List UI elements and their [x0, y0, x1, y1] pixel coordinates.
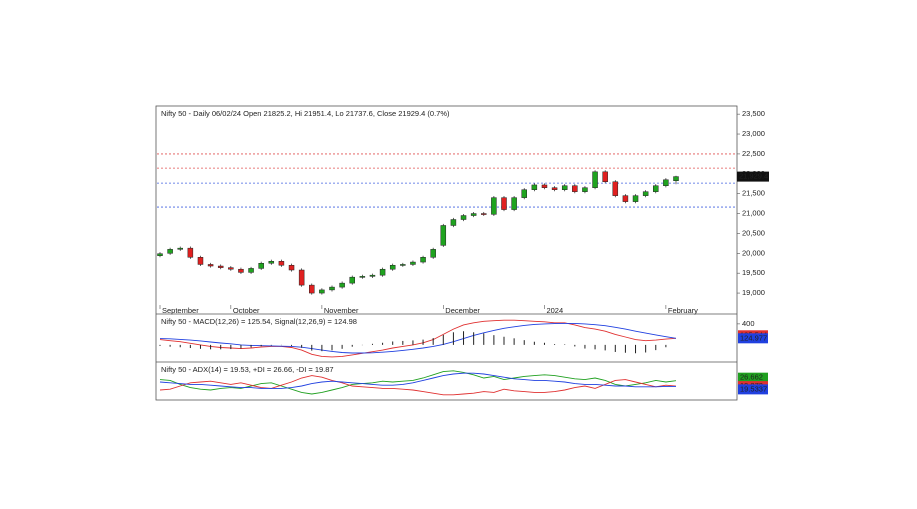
candle-body — [278, 261, 285, 266]
value-tag — [738, 384, 768, 395]
candle-body — [197, 257, 204, 265]
y-tick-label: 23,500 — [742, 109, 765, 118]
candle-body — [309, 284, 315, 294]
candle-body — [592, 171, 598, 188]
candle-body — [470, 213, 477, 216]
panel-title: Nifty 50 - ADX(14) = 19.53, +DI = 26.66,… — [161, 365, 334, 374]
candle-body — [572, 185, 578, 192]
series-line — [159, 322, 677, 354]
candle-body — [177, 247, 183, 250]
candle-body — [217, 265, 224, 268]
candle-body — [551, 187, 558, 190]
candle-body — [450, 219, 457, 226]
candle-body — [612, 181, 619, 196]
value-tag — [738, 333, 768, 344]
candle-body — [379, 268, 386, 276]
panel-title: Nifty 50 - MACD(12,26) = 125.54, Signal(… — [161, 317, 357, 326]
panel-title: Nifty 50 - Daily 06/02/24 Open 21825.2, … — [161, 109, 450, 118]
candle-body — [359, 276, 366, 278]
series-line — [159, 319, 677, 358]
candle-body — [400, 264, 406, 266]
y-tick-label: 19,500 — [742, 268, 765, 277]
value-tag-label: 19.5337 — [740, 384, 767, 393]
candle-body — [632, 195, 639, 202]
candle-body — [248, 268, 254, 273]
y-tick-label: 23,000 — [742, 129, 765, 138]
candle-body — [187, 247, 194, 258]
candle-body — [420, 257, 426, 263]
value-tag-label: 124.977 — [740, 333, 767, 342]
candle-body — [501, 197, 507, 210]
candle-body — [258, 263, 264, 269]
candle-body — [410, 261, 416, 265]
candle-body — [521, 189, 527, 198]
candle-body — [491, 197, 497, 215]
candle-body — [481, 213, 487, 215]
x-tick-label: September — [162, 306, 199, 315]
x-tick-label: December — [445, 306, 480, 315]
candle-body — [642, 191, 649, 196]
candle-body — [673, 176, 679, 181]
value-tag — [738, 372, 768, 383]
candle-body — [561, 185, 568, 190]
candle-body — [440, 225, 447, 246]
candle-body — [349, 276, 355, 284]
candle-body — [582, 187, 588, 192]
candle-body — [238, 268, 244, 273]
candle-body — [288, 264, 295, 271]
candle-body — [622, 195, 629, 202]
last-price-label: 21,929.4 — [739, 172, 768, 181]
value-tag-label: 26.662 — [740, 373, 763, 382]
x-tick-label: November — [324, 306, 359, 315]
y-tick-label: 20,500 — [742, 228, 765, 237]
candle-body — [207, 264, 214, 267]
candle-body — [167, 249, 173, 254]
last-price-tag — [737, 171, 769, 182]
candle-body — [319, 289, 325, 294]
y-tick-label: 400 — [742, 319, 755, 328]
x-tick-label: 2024 — [546, 306, 563, 315]
candle-body — [541, 184, 548, 188]
candle-body — [268, 261, 275, 264]
candle-body — [663, 179, 669, 186]
candle-body — [460, 215, 467, 220]
candle-body — [511, 197, 517, 210]
y-tick-label: 20,000 — [742, 248, 765, 257]
candle-body — [298, 269, 305, 286]
y-tick-label: 19,000 — [742, 288, 765, 297]
candle-body — [228, 267, 234, 270]
candle-body — [157, 253, 163, 256]
candle-body — [339, 282, 345, 288]
candle-body — [369, 274, 376, 277]
frame — [155, 105, 738, 401]
candle-body — [329, 286, 335, 291]
candle-body — [531, 184, 538, 190]
y-tick-label: 21,500 — [742, 189, 765, 198]
series-line — [159, 375, 677, 396]
x-tick-label: February — [668, 306, 698, 315]
candle-body — [602, 171, 608, 182]
y-tick-label: 22,500 — [742, 149, 765, 158]
candle-body — [389, 264, 396, 270]
series-line — [159, 372, 676, 389]
x-tick-label: October — [233, 306, 260, 315]
candle-body — [653, 185, 659, 192]
candle-body — [430, 249, 436, 258]
y-tick-label: 21,000 — [742, 209, 765, 218]
